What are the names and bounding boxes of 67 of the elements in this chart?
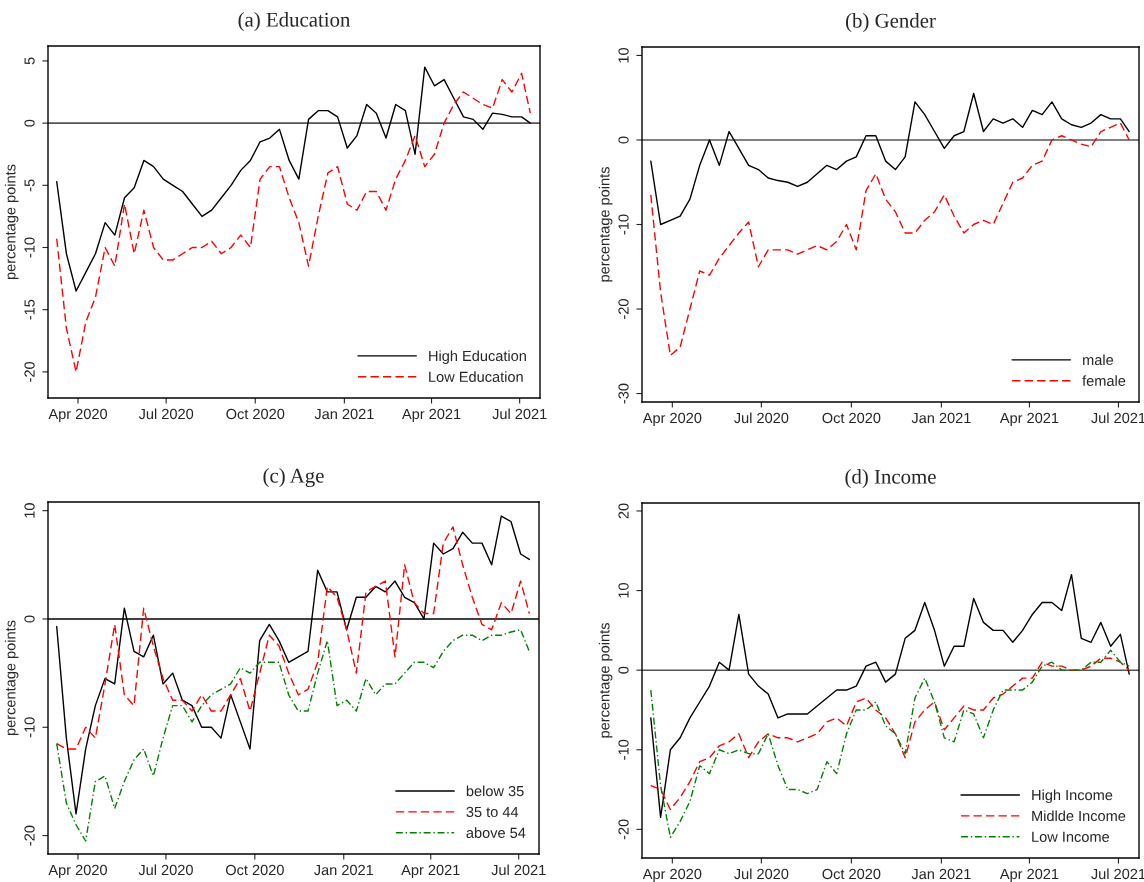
y-tick-label: -20 [24,361,35,382]
y-tick-label: -20 [24,825,35,846]
line-series [56,72,532,373]
x-tick-label: Jan 2021 [911,868,971,880]
x-tick-label: Jul 2021 [491,864,546,876]
line-series [650,92,1130,226]
legend-label: Low Income [1032,831,1110,842]
x-tick-label: Apr 2020 [48,408,108,423]
x-tick-label: Jan 2021 [911,412,971,424]
x-tick-label: Jan 2021 [314,408,374,420]
y-tick-label: 0 [618,136,629,144]
x-tick-label: Apr 2021 [401,408,461,423]
y-tick-label: 10 [618,583,629,598]
y-tick-label: 0 [24,615,35,623]
legend-label: below 35 [466,785,524,797]
y-axis-title: percentage points [598,167,613,282]
y-tick-label: -5 [24,179,35,192]
line-series [650,573,1130,819]
legend-label: Midlde Income [1032,810,1126,822]
x-tick-label: Oct 2020 [822,868,881,880]
x-tick-label: Jul 2020 [734,868,789,880]
chart-title: (d) Income [845,469,936,488]
y-tick-label: 0 [24,119,35,127]
y-tick-label: 5 [24,57,35,65]
y-tick-label: -20 [618,819,629,840]
legend-label: High Education [429,350,526,364]
x-tick-label: Apr 2021 [999,412,1059,427]
chart-title: (a) Education [238,12,351,31]
line-series [650,657,1130,811]
legend-label: female [1082,375,1126,386]
x-tick-label: Apr 2020 [642,412,702,427]
x-tick-label: Apr 2021 [401,864,460,879]
x-tick-label: Oct 2020 [226,408,285,420]
y-tick-label: -20 [618,299,629,319]
legend-label: Low Education [429,371,523,382]
x-tick-label: Jul 2020 [138,408,194,420]
x-tick-label: Apr 2020 [642,868,702,882]
y-tick-label: 10 [24,503,35,518]
y-tick-label: -15 [24,299,35,320]
y-tick-label: -10 [24,237,35,258]
y-tick-label: -10 [24,717,35,738]
y-axis-title: percentage points [4,164,19,280]
x-tick-label: Apr 2021 [999,868,1059,882]
line-series [56,526,531,750]
x-tick-label: Jul 2020 [138,864,193,876]
x-tick-label: Oct 2020 [822,412,881,424]
chart-title: (c) Age [263,468,324,488]
y-axis-title: percentage points [4,620,19,736]
x-tick-label: Oct 2020 [225,864,284,876]
y-axis-title: percentage points [598,623,613,738]
legend-label: High Income [1032,789,1113,804]
y-tick-label: -30 [618,383,629,404]
y-tick-label: -10 [618,739,629,760]
x-tick-label: Jul 2020 [734,412,789,424]
y-tick-label: 10 [618,47,629,63]
y-tick-label: 0 [618,666,629,674]
legend-label: male [1083,354,1114,366]
y-tick-label: 20 [618,503,629,519]
x-tick-label: Apr 2020 [48,864,107,879]
x-tick-label: Jul 2021 [492,408,547,420]
legend-label: 35 to 44 [466,806,519,818]
line-series [56,629,531,842]
y-tick-label: -10 [618,214,629,235]
x-tick-label: Jan 2021 [313,864,374,876]
line-series [56,66,532,292]
legend-label: above 54 [466,827,526,838]
chart-title: (b) Gender [846,13,936,32]
